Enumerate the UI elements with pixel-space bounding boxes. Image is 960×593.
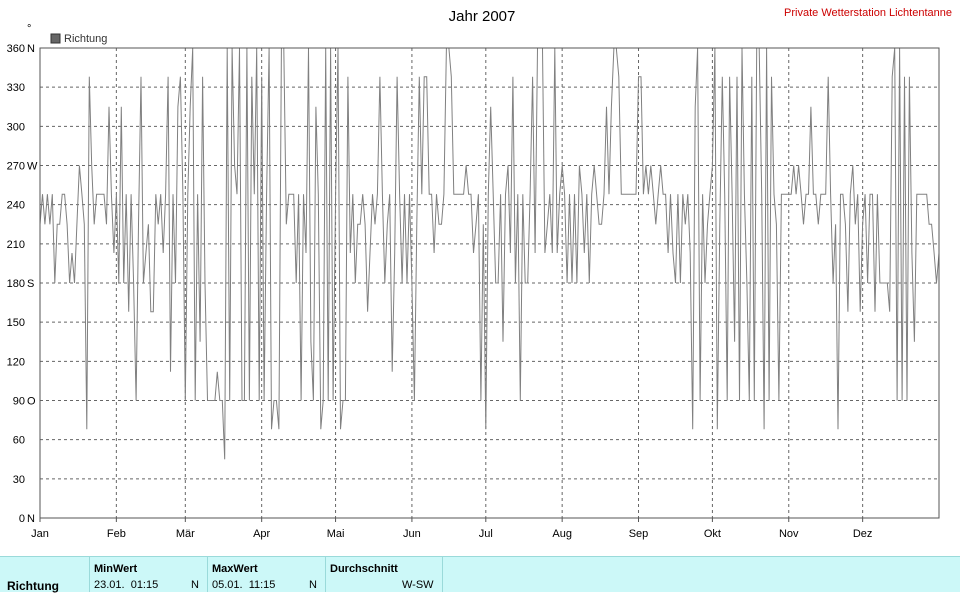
stats-avg-cell: Durchschnitt W-SW [325, 557, 443, 592]
y-unit-label: ° [27, 23, 31, 35]
stats-max-datetime: 05.01. 11:15 [212, 579, 276, 591]
y-tick-label: 90 [13, 396, 25, 408]
y-tick-label: 240 [7, 200, 25, 212]
x-tick-label: Mär [176, 528, 195, 540]
x-tick-label: Nov [779, 528, 799, 540]
y-tick-direction: S [27, 278, 34, 290]
x-tick-label: Dez [853, 528, 873, 540]
stats-panel: Richtung MinWert 23.01. 01:15 N MaxWert … [0, 556, 960, 593]
stats-max-dir: N [309, 579, 317, 591]
y-tick-label: 330 [7, 82, 25, 94]
x-tick-label: Jan [31, 528, 49, 540]
y-tick-label: 30 [13, 474, 25, 486]
chart-title: Jahr 2007 [449, 8, 516, 25]
stats-min-cell: MinWert 23.01. 01:15 N [89, 557, 207, 592]
y-tick-label: 300 [7, 121, 25, 133]
stats-min-datetime: 23.01. 01:15 [94, 579, 159, 591]
x-tick-label: Aug [552, 528, 572, 540]
stats-avg-header: Durchschnitt [330, 563, 398, 575]
stats-min-header: MinWert [94, 563, 138, 575]
x-tick-label: Feb [107, 528, 126, 540]
plot-frame [39, 47, 940, 519]
y-tick-label: 120 [7, 356, 25, 368]
x-tick-label: Okt [704, 528, 721, 540]
x-axis: Jan Feb Mär Apr Mai Jun Jul Aug Sep Okt Nov Dez [31, 518, 872, 540]
y-tick-label: 270 [7, 161, 25, 173]
legend-label: Richtung [64, 33, 107, 45]
y-tick-direction: W [27, 161, 38, 173]
stats-max-cell: MaxWert 05.01. 11:15 N [207, 557, 325, 592]
grid [39, 47, 939, 519]
y-tick-direction: O [27, 396, 36, 408]
y-tick-label: 150 [7, 317, 25, 329]
x-tick-label: Jul [479, 528, 493, 540]
y-tick-label: 180 [7, 278, 25, 290]
y-tick-direction: N [27, 43, 35, 55]
x-tick-label: Jun [403, 528, 421, 540]
x-tick-label: Apr [253, 528, 270, 540]
chart: Jahr 2007 Private Wetterstation Lichtent… [7, 7, 952, 540]
legend-swatch [50, 33, 61, 44]
series-line-richtung [39, 47, 940, 460]
y-tick-direction: N [27, 513, 35, 525]
stats-min-dir: N [191, 579, 199, 591]
y-tick-label: 360 [7, 43, 25, 55]
x-tick-label: Mai [327, 528, 345, 540]
station-name: Private Wetterstation Lichtentanne [784, 7, 952, 19]
stats-row-label-cell: Richtung [0, 557, 89, 593]
stats-avg-dir: W-SW [402, 579, 434, 591]
stats-max-header: MaxWert [212, 563, 258, 575]
stats-row-label: Richtung [7, 579, 59, 593]
y-tick-label: 0 [19, 513, 25, 525]
y-tick-label: 60 [13, 435, 25, 447]
x-tick-label: Sep [629, 528, 649, 540]
y-tick-label: 210 [7, 239, 25, 251]
legend: Richtung [50, 33, 107, 45]
